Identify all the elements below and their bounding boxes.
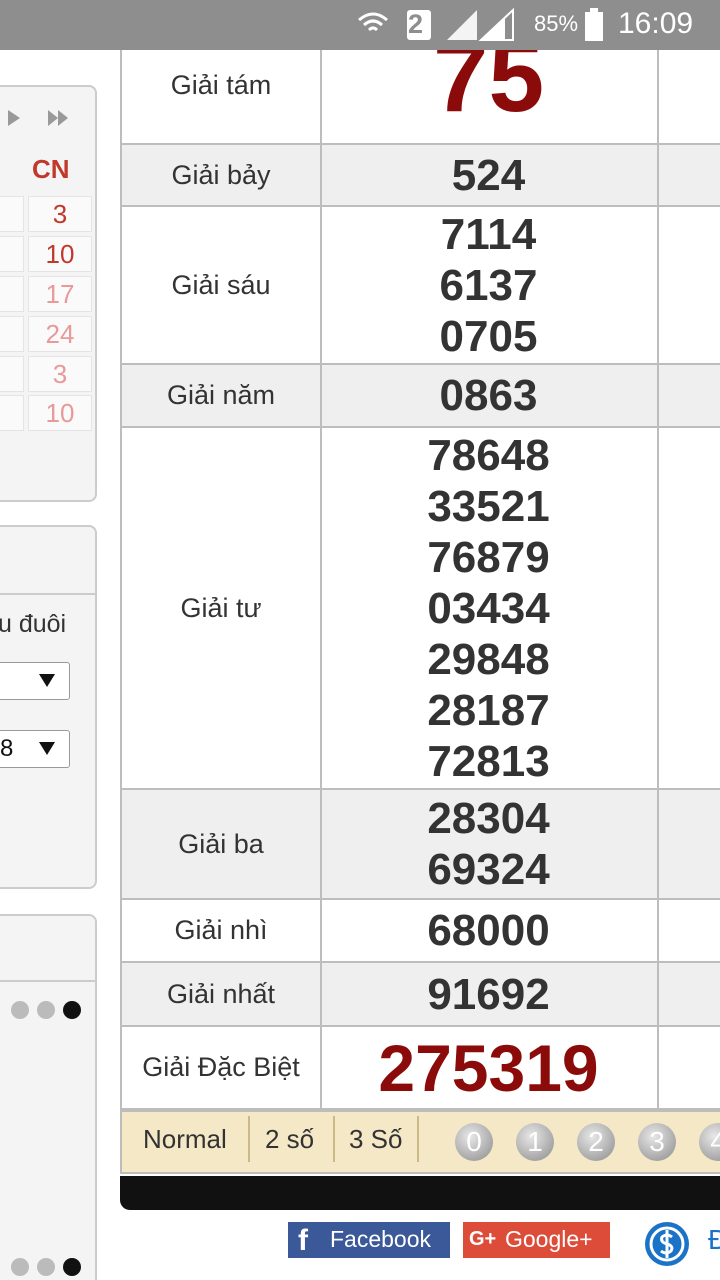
prize-number: 33521 <box>427 481 550 531</box>
result-row: Giải tư 78648 33521 76879 03434 29848 28187 728… <box>120 428 720 790</box>
prize-number: 6137 <box>439 260 538 310</box>
mode-tab[interactable]: Normal <box>143 1124 227 1154</box>
calendar-day[interactable]: 3 <box>28 356 92 392</box>
prize-number: 0863 <box>439 371 538 420</box>
calendar-day[interactable]: 6 <box>0 276 24 312</box>
select-value: 8 <box>0 735 14 762</box>
result-row: Giải Đặc Biệt 275319 <box>120 1027 720 1110</box>
prize-number: 72813 <box>427 736 550 786</box>
slider-dots[interactable] <box>8 1255 88 1279</box>
number-ball[interactable]: 1 <box>516 1123 554 1161</box>
select[interactable] <box>0 662 70 700</box>
google-icon: G+ <box>469 1228 497 1250</box>
prize-numbers: 78648 33521 76879 03434 29848 28187 72813 <box>320 428 659 788</box>
tab-divider <box>248 1116 250 1162</box>
prize-numbers: 7114 6137 0705 <box>320 207 659 363</box>
prize-label: Giải sáu <box>120 207 322 363</box>
clock: 16:09 <box>618 7 694 40</box>
prize-label: Giải ba <box>120 790 322 898</box>
select-arrow <box>39 742 55 755</box>
edge-text: Đ <box>708 1224 720 1255</box>
result-row: Giải ba 28304 69324 <box>120 790 720 900</box>
facebook-label: Facebook <box>330 1226 432 1252</box>
prize-number: 29848 <box>427 634 550 684</box>
number-ball[interactable]: 4 <box>699 1123 720 1161</box>
prize-numbers: 0863 <box>320 365 659 426</box>
tab-divider <box>417 1116 419 1162</box>
slider-header <box>0 916 95 982</box>
result-row: Giải nhì 68000 <box>120 900 720 963</box>
prize-number: 524 <box>451 150 526 200</box>
prize-label: Giải năm <box>120 365 322 426</box>
number-ball[interactable]: 2 <box>577 1123 615 1161</box>
prize-number: 69324 <box>427 845 550 894</box>
result-row: Giải tám 75 <box>120 50 720 145</box>
slider-dots[interactable] <box>8 998 88 1022</box>
prize-number: 03434 <box>427 583 550 633</box>
sim-number: 2 <box>408 9 424 39</box>
prize-numbers: 524 <box>320 145 659 205</box>
table-bottom <box>120 1176 720 1210</box>
filter-label: u đuôi <box>0 610 67 638</box>
prize-label: Giải bảy <box>120 145 322 205</box>
prize-numbers: 28304 69324 <box>320 790 659 898</box>
prize-numbers: 75 <box>320 50 659 143</box>
facebook-icon: f <box>298 1224 308 1257</box>
prize-numbers: 275319 <box>320 1027 659 1108</box>
prize-number: 275319 <box>378 1030 599 1105</box>
prize-label: Giải tư <box>120 428 322 788</box>
calendar-day[interactable]: 2 <box>0 356 24 392</box>
result-row: Giải sáu 7114 6137 0705 <box>120 207 720 365</box>
site-icon[interactable] <box>643 1220 691 1268</box>
weekday-header: CN <box>32 154 70 184</box>
prize-number: 76879 <box>427 532 550 582</box>
prize-label: Giải nhì <box>120 900 322 961</box>
prize-number: 68000 <box>427 906 550 955</box>
battery-level: 85% <box>534 11 579 36</box>
calendar-day[interactable]: 8 <box>0 316 24 352</box>
prize-number: 0705 <box>439 311 538 361</box>
prize-number: 78648 <box>427 430 550 480</box>
google-button[interactable]: G+ Google+ <box>463 1222 610 1258</box>
result-row: Giải nhất 91692 <box>120 963 720 1027</box>
calendar-day[interactable]: 3 <box>28 196 92 232</box>
prize-numbers: 91692 <box>320 963 659 1025</box>
prize-number: 7114 <box>440 209 537 259</box>
prize-numbers: 68000 <box>320 900 659 961</box>
status-icons <box>358 7 514 41</box>
mode-bar <box>120 1110 720 1174</box>
prize-label: Giải nhất <box>120 963 322 1025</box>
prize-label: Giải tám <box>120 50 322 143</box>
tab-divider <box>333 1116 335 1162</box>
calendar-day[interactable]: 10 <box>28 236 92 272</box>
status-bar: 2 85% 16:09 <box>0 0 720 50</box>
select[interactable] <box>0 730 70 768</box>
result-row: Giải năm 0863 <box>120 365 720 428</box>
number-ball[interactable]: 3 <box>638 1123 676 1161</box>
calendar-day[interactable]: 24 <box>28 316 92 352</box>
number-ball[interactable]: 0 <box>455 1123 493 1161</box>
calendar-day[interactable]: 10 <box>28 395 92 431</box>
prize-number: 75 <box>432 50 545 133</box>
battery-icon <box>585 8 603 41</box>
calendar-day[interactable]: 9 <box>0 236 24 272</box>
prize-number: 91692 <box>427 969 550 1019</box>
mode-tab[interactable]: 2 số <box>265 1124 315 1154</box>
facebook-button[interactable]: f Facebook <box>288 1222 450 1258</box>
calendar-day[interactable]: 9 <box>0 395 24 431</box>
result-row: Giải bảy 524 <box>120 145 720 207</box>
select-arrow <box>39 674 55 687</box>
calendar-day[interactable]: 2 <box>0 196 24 232</box>
prize-label: Giải Đặc Biệt <box>120 1027 322 1108</box>
prize-number: 28187 <box>427 685 550 735</box>
slider-box <box>0 914 97 1280</box>
filter-header <box>0 527 95 595</box>
prize-number: 28304 <box>427 794 550 843</box>
filter-box <box>0 525 97 889</box>
google-label: Google+ <box>505 1226 593 1252</box>
calendar-day[interactable]: 17 <box>28 276 92 312</box>
calendar-nav <box>8 110 68 126</box>
mode-tab[interactable]: 3 Số <box>349 1124 403 1154</box>
